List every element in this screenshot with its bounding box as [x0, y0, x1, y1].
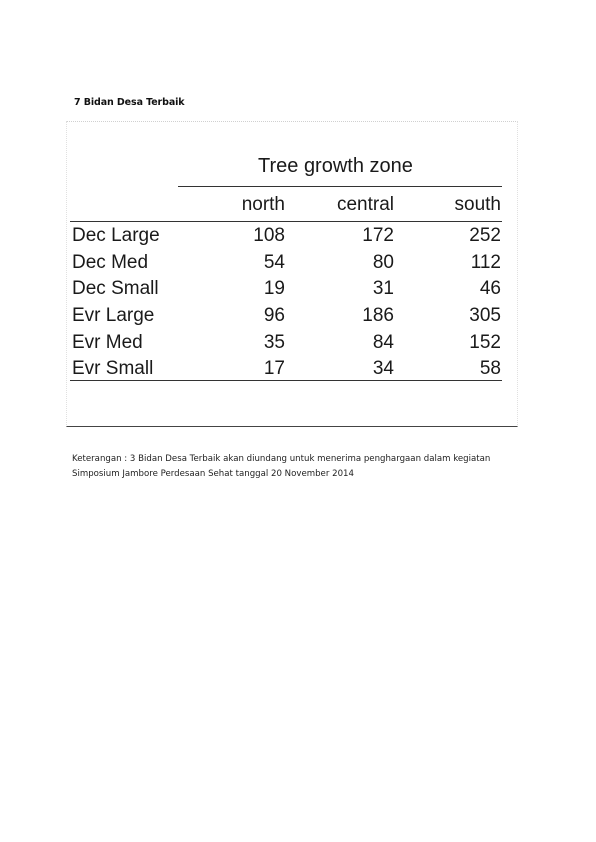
note-paragraph: Keterangan : 3 Bidan Desa Terbaik akan d… — [72, 452, 532, 482]
table-title: Tree growth zone — [258, 155, 413, 177]
page-heading: 7 Bidan Desa Terbaik — [74, 97, 185, 108]
table-cell: 80 — [372, 252, 394, 273]
table-cell: 108 — [253, 225, 285, 246]
table-rule-bottom — [70, 380, 502, 381]
table-cell: 34 — [372, 358, 394, 379]
header-rule-bottom — [70, 221, 502, 222]
table-cell: 112 — [470, 252, 501, 273]
table-cell: 46 — [479, 278, 501, 299]
row-label: Evr Small — [72, 358, 154, 379]
table-cell: 54 — [263, 252, 285, 273]
row-label: Dec Small — [72, 278, 159, 299]
row-label: Evr Med — [72, 332, 143, 353]
table-cell: 172 — [362, 225, 394, 246]
table-cell: 96 — [263, 305, 285, 326]
note-line: Simposium Jambore Perdesaan Sehat tangga… — [72, 469, 354, 479]
table-cell: 186 — [362, 305, 394, 326]
row-label: Evr Large — [72, 305, 155, 326]
column-header-north: north — [241, 194, 285, 215]
table-cell: 19 — [263, 278, 285, 299]
table-cell: 35 — [263, 332, 285, 353]
table-cell: 152 — [469, 332, 501, 353]
table-cell: 84 — [372, 332, 394, 353]
row-label: Dec Large — [72, 225, 160, 246]
table-image-frame — [66, 121, 518, 427]
table-cell: 252 — [469, 225, 501, 246]
column-header-south: south — [454, 194, 501, 215]
note-line: Keterangan : 3 Bidan Desa Terbaik akan d… — [72, 454, 491, 464]
table-cell: 17 — [263, 358, 285, 379]
header-rule-top — [178, 186, 502, 187]
table-cell: 305 — [469, 305, 501, 326]
table-cell: 58 — [479, 358, 501, 379]
table-cell: 31 — [372, 278, 394, 299]
column-header-central: central — [336, 194, 394, 215]
row-label: Dec Med — [72, 252, 149, 273]
